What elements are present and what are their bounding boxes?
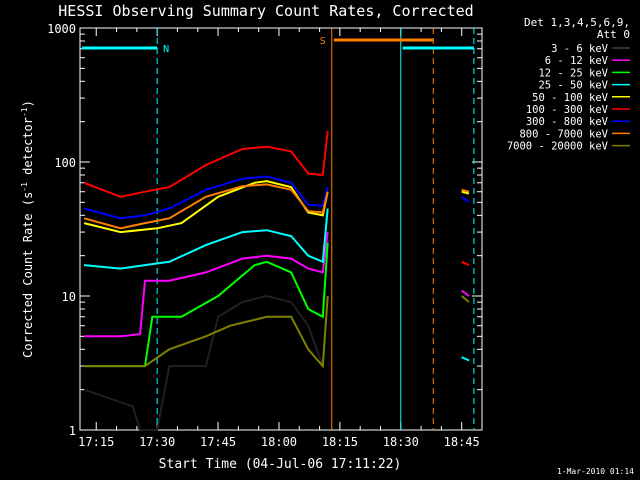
series-line: [461, 188, 470, 193]
x-tick-label: 18:00: [261, 435, 297, 449]
plot-frame: [79, 27, 483, 431]
footer-timestamp: 1-Mar-2010 01:14: [557, 467, 634, 476]
legend-label: 50 - 100 keV: [532, 92, 609, 104]
svg-text:Corrected Count Rate (s-1 dete: Corrected Count Rate (s-1 detector-1): [20, 100, 35, 358]
y-axis-label: Corrected Count Rate (s-1 detector-1): [20, 100, 35, 358]
series-line: [461, 260, 470, 267]
legend-label: 100 - 300 keV: [526, 104, 609, 116]
series-line: [84, 242, 329, 368]
series-line: [84, 295, 329, 369]
legend-label: 800 - 7000 keV: [519, 128, 608, 140]
y-tick-label: 1000: [47, 22, 76, 36]
series-line: [461, 289, 470, 297]
y-axis-label-mid: detector: [21, 117, 35, 182]
series-line: [83, 183, 329, 230]
series-line: [83, 180, 329, 234]
chart-title: HESSI Observing Summary Count Rates, Cor…: [58, 2, 473, 20]
legend-label: 3 - 6 keV: [551, 43, 609, 55]
series-line: [83, 175, 329, 220]
legend-label: 7000 - 20000 keV: [507, 141, 609, 153]
legend-header-1: Det 1,3,4,5,6,9,: [524, 16, 630, 29]
legend-header-2: Att 0: [597, 28, 630, 41]
series-line: [461, 356, 470, 362]
y-axis-label-sup1: -1: [20, 182, 29, 192]
legend-label: 25 - 50 keV: [538, 80, 608, 92]
y-tick-label: 1: [69, 424, 76, 438]
flag-label: S: [320, 36, 326, 47]
x-axis-label: Start Time (04-Jul-06 17:11:22): [159, 457, 402, 472]
legend-label: 6 - 12 keV: [545, 55, 609, 67]
x-tick-label: 17:15: [78, 435, 114, 449]
series-line: [84, 231, 329, 338]
flag-layer: NS: [82, 28, 475, 430]
series-line: [83, 294, 329, 431]
legend-label: 12 - 25 keV: [538, 67, 608, 79]
x-tick-label: 17:30: [139, 435, 175, 449]
series-line: [461, 196, 470, 204]
series-line: [461, 295, 470, 303]
x-tick-label: 18:30: [383, 435, 419, 449]
y-tick-label: 10: [62, 290, 76, 304]
x-tick-label: 17:45: [200, 435, 236, 449]
x-tick-label: 18:15: [322, 435, 358, 449]
y-axis-label-sup2: -1: [20, 107, 29, 117]
series-line: [83, 130, 329, 198]
y-tick-label: 100: [54, 156, 76, 170]
x-tick-label: 18:45: [444, 435, 480, 449]
axis-layer: 17:15 17:30 17:45 18:00 18:15 18:30 18:45 1 10 10…: [47, 22, 482, 449]
legend-label: 300 - 800 keV: [526, 116, 609, 128]
series-line: [84, 208, 329, 270]
y-axis-label-main: Corrected Count Rate (s: [21, 192, 35, 358]
series-line: [461, 190, 470, 195]
y-axis-label-end: ): [21, 100, 35, 107]
series-layer: [83, 130, 470, 431]
flag-label: N: [163, 44, 169, 55]
